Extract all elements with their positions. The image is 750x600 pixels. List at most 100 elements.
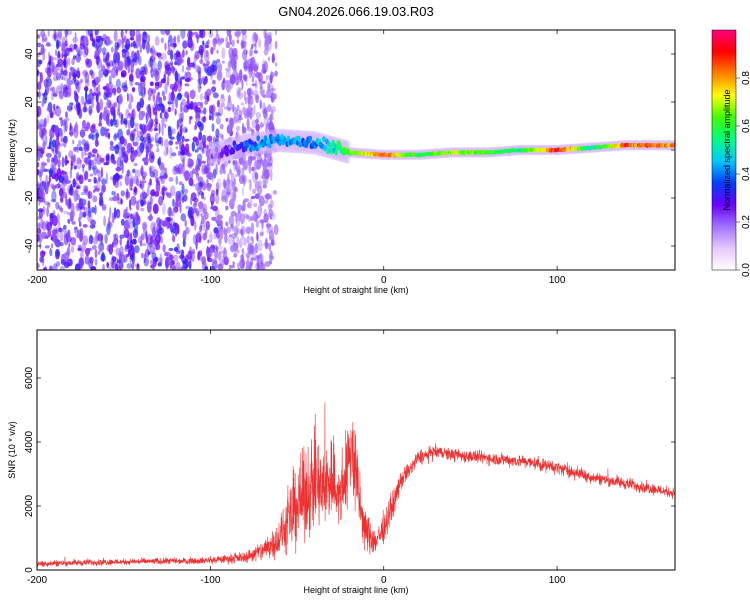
noise-cell — [63, 210, 68, 215]
noise-cell — [40, 149, 45, 155]
ridge-cell — [672, 143, 675, 147]
noise-cell — [122, 87, 128, 92]
noise-cell — [128, 103, 132, 110]
noise-cell — [146, 113, 150, 117]
noise-cell — [236, 228, 241, 234]
noise-cell — [45, 67, 50, 74]
noise-cell — [143, 253, 146, 264]
noise-cell — [228, 264, 232, 270]
noise-cell — [243, 65, 248, 69]
noise-cell — [91, 206, 96, 214]
noise-cell — [141, 39, 146, 50]
noise-cell — [83, 35, 89, 47]
noise-cell — [63, 118, 67, 124]
noise-cell — [140, 66, 146, 73]
snr-frame — [36, 329, 676, 571]
noise-cell — [181, 64, 184, 73]
snr-x-label: Height of straight line (km) — [303, 585, 408, 595]
noise-cell — [133, 187, 137, 193]
noise-cell — [149, 166, 152, 175]
noise-cell — [142, 41, 147, 51]
noise-cell — [184, 189, 189, 194]
noise-cell — [176, 34, 181, 44]
noise-cell — [92, 166, 96, 170]
noise-cell — [198, 122, 204, 132]
noise-cell — [172, 128, 176, 135]
noise-cell — [65, 111, 68, 119]
noise-cell — [269, 235, 275, 241]
noise-cell — [255, 123, 260, 132]
noise-cell — [251, 166, 255, 172]
noise-cell — [183, 165, 186, 176]
noise-cell — [185, 254, 189, 263]
noise-cell — [121, 162, 124, 174]
noise-cell — [214, 250, 219, 259]
noise-cell — [133, 175, 139, 185]
noise-cell — [109, 140, 114, 147]
noise-cell — [149, 56, 153, 68]
noise-cell — [237, 262, 240, 269]
noise-cell — [245, 226, 252, 235]
noise-cell — [209, 193, 215, 205]
noise-cell — [265, 74, 268, 83]
noise-cell — [120, 70, 127, 78]
noise-cell — [51, 61, 55, 70]
noise-cell — [71, 221, 76, 225]
noise-cell — [157, 56, 163, 60]
ridge-cell — [243, 145, 248, 152]
noise-cell — [241, 41, 247, 49]
noise-cell — [112, 160, 117, 165]
noise-cell — [197, 208, 203, 213]
noise-cell — [180, 76, 186, 80]
noise-cell — [147, 121, 153, 131]
noise-cell — [120, 147, 125, 152]
noise-cell — [46, 76, 49, 83]
noise-cell — [180, 213, 187, 222]
noise-cell — [247, 93, 251, 105]
noise-cell — [247, 201, 251, 209]
noise-cell — [37, 222, 41, 230]
noise-cell — [184, 71, 188, 80]
noise-cell — [249, 46, 253, 57]
noise-cell — [63, 252, 70, 260]
noise-cell — [148, 143, 153, 149]
noise-cell — [58, 187, 64, 197]
noise-cell — [180, 265, 184, 270]
noise-cell — [262, 167, 266, 177]
noise-cell — [241, 79, 244, 90]
noise-cell — [123, 208, 128, 220]
noise-cell — [119, 181, 122, 187]
noise-cell — [184, 77, 191, 83]
noise-cell — [117, 63, 122, 72]
noise-cell — [162, 95, 167, 101]
noise-cell — [85, 99, 92, 105]
noise-cell — [106, 63, 111, 70]
noise-cell — [89, 32, 94, 42]
noise-cell — [244, 166, 248, 171]
noise-cell — [167, 49, 172, 56]
noise-cell — [158, 228, 163, 239]
noise-cell — [142, 31, 147, 36]
noise-cell — [204, 44, 210, 49]
noise-cell — [165, 220, 170, 227]
noise-cell — [170, 91, 175, 102]
noise-cell — [247, 178, 250, 183]
noise-cell — [46, 114, 50, 124]
noise-cell — [248, 108, 255, 119]
noise-cell — [155, 243, 161, 251]
noise-cell — [234, 31, 237, 36]
noise-cell — [198, 44, 204, 56]
noise-cell — [264, 35, 270, 47]
noise-cell — [206, 88, 212, 97]
noise-cell — [179, 77, 182, 87]
noise-cell — [216, 251, 223, 261]
noise-cell — [110, 118, 114, 127]
noise-cell — [97, 83, 101, 93]
noise-cell — [251, 34, 256, 44]
noise-cell — [232, 160, 237, 164]
noise-cell — [270, 72, 275, 79]
noise-cell — [255, 111, 261, 120]
noise-cell — [116, 259, 121, 264]
noise-cell — [116, 265, 119, 270]
noise-cell — [124, 174, 130, 186]
